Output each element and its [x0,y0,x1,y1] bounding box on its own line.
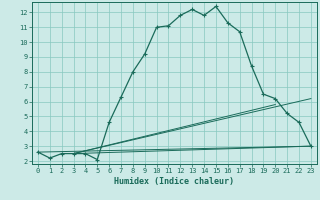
X-axis label: Humidex (Indice chaleur): Humidex (Indice chaleur) [115,177,234,186]
